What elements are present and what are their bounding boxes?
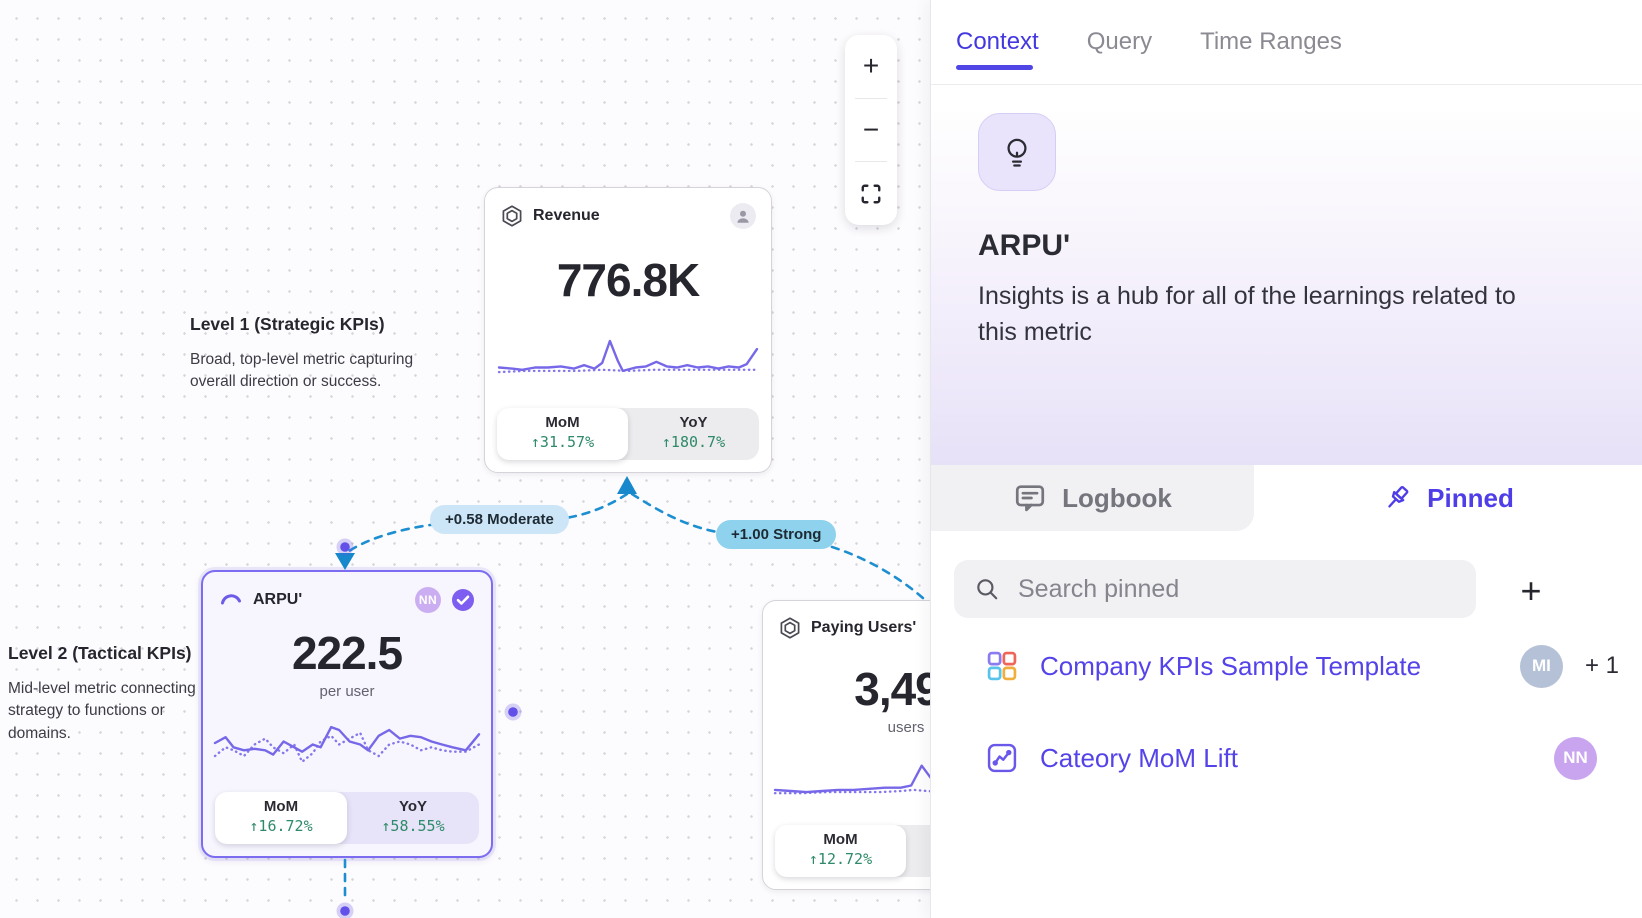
avatar-nn: NN xyxy=(1554,736,1597,780)
card-header: Paying Users' xyxy=(763,601,1049,640)
level-2-description: Mid-level metric connecting strategy to … xyxy=(8,680,196,742)
tab-time-ranges[interactable]: Time Ranges xyxy=(1200,0,1342,84)
divider xyxy=(855,161,887,163)
sparkline-chart xyxy=(213,725,481,764)
hexagon-icon xyxy=(778,616,802,640)
yoy-label: YoY xyxy=(398,798,428,815)
tab-query-label: Query xyxy=(1086,28,1153,55)
mom-value: ↑16.72% xyxy=(249,817,313,835)
metric-description: Insights is a hub for all of the learnin… xyxy=(978,282,1516,346)
card-header: Revenue xyxy=(485,188,771,229)
pin-icon xyxy=(1382,483,1412,513)
hexagon-icon xyxy=(500,204,524,228)
mom-label: MoM xyxy=(263,798,299,815)
search-icon xyxy=(974,576,1000,602)
pinned-search-row: + xyxy=(931,531,1642,631)
panel-tabs: Context Query Time Ranges xyxy=(931,0,1642,85)
chart-icon xyxy=(986,742,1018,774)
edge-handle-ring-bottom xyxy=(336,902,354,918)
logbook-pinned-tabs: Logbook Pinned xyxy=(931,465,1642,531)
level-1-title: Level 1 (Strategic KPIs) xyxy=(190,314,385,334)
yoy-value: ↑180.7% xyxy=(661,433,726,451)
yoy-value: ↑58.55% xyxy=(381,817,445,835)
fit-view-button[interactable] xyxy=(845,162,897,225)
grid-icon xyxy=(986,650,1018,682)
mom-value: ↑12.72% xyxy=(808,850,873,868)
tab-logbook[interactable]: Logbook xyxy=(931,465,1254,531)
card-header: ARPU' NN xyxy=(203,572,491,613)
context-panel: Context Query Time Ranges ARP xyxy=(930,0,1642,918)
metric-value: 3,49 xyxy=(854,663,941,715)
arrowhead-into-arpu xyxy=(335,553,355,570)
yoy-toggle[interactable]: YoY ↑58.55% xyxy=(347,792,479,844)
zoom-out-button[interactable]: − xyxy=(845,99,897,162)
metric-unit: users xyxy=(887,719,925,736)
search-pinned-input[interactable] xyxy=(1018,574,1456,604)
search-pinned-box[interactable] xyxy=(954,560,1476,618)
tab-context-label: Context xyxy=(956,28,1039,55)
comment-icon xyxy=(1013,481,1047,515)
edge-handle-ring xyxy=(336,538,354,556)
yoy-toggle[interactable]: YoY ↑180.7% xyxy=(628,408,759,460)
yoy-label: YoY xyxy=(679,414,708,431)
comparison-toggle: MoM ↑31.57% YoY ↑180.7% xyxy=(497,408,759,460)
zoom-toolbar: + − xyxy=(845,35,897,225)
tab-query[interactable]: Query xyxy=(1087,0,1152,84)
pinned-item-label: Cateory MoM Lift xyxy=(1040,742,1238,773)
mom-toggle[interactable]: MoM ↑16.72% xyxy=(215,792,347,844)
sparkline-chart xyxy=(497,339,759,374)
edge-handle-dot[interactable] xyxy=(340,542,350,552)
avatar-nn: NN xyxy=(415,587,441,613)
connection-handle-ring xyxy=(504,703,522,721)
pinned-item-label: Company KPIs Sample Template xyxy=(1040,650,1422,681)
tab-pinned[interactable]: Pinned xyxy=(1254,465,1642,531)
mom-label: MoM xyxy=(545,414,580,431)
pinned-list: Company KPIs Sample Template MI + 1 Cate… xyxy=(931,631,1642,783)
tab-pinned-label: Pinned xyxy=(1427,482,1514,513)
add-pinned-button[interactable]: + xyxy=(1509,569,1553,613)
zoom-out-icon: − xyxy=(862,114,880,145)
correlation-label-moderate[interactable]: +0.58 Moderate xyxy=(430,505,569,534)
level-2-annotation: Level 2 (Tactical KPIs) Mid-level metric… xyxy=(8,643,213,745)
metric-name-heading: ARPU' xyxy=(978,229,1071,262)
metric-context-hero: ARPU' Insights is a hub for all of the l… xyxy=(931,113,1642,465)
tab-time-ranges-label: Time Ranges xyxy=(1200,28,1342,55)
mom-toggle[interactable]: MoM ↑12.72% xyxy=(775,825,906,877)
person-icon xyxy=(730,203,756,229)
mom-label: MoM xyxy=(823,831,858,848)
mom-toggle[interactable]: MoM ↑31.57% xyxy=(497,408,628,460)
metric-value: 776.8K xyxy=(556,254,700,306)
pinned-item-cateory-mom-lift[interactable]: Cateory MoM Lift NN xyxy=(986,733,1619,783)
lightbulb-icon xyxy=(978,113,1056,191)
connection-handle-dot[interactable] xyxy=(508,707,518,717)
mom-value: ↑31.57% xyxy=(530,433,595,451)
metric-card-revenue[interactable]: Revenue 776.8K MoM ↑31.57% YoY ↑180.7% xyxy=(484,187,772,473)
correlation-label-strong[interactable]: +1.00 Strong xyxy=(716,520,837,549)
comparison-toggle: MoM ↑16.72% YoY ↑58.55% xyxy=(215,792,479,844)
tab-context[interactable]: Context xyxy=(956,0,1039,84)
card-title: Revenue xyxy=(533,207,600,224)
level-1-annotation: Level 1 (Strategic KPIs) Broad, top-leve… xyxy=(190,314,430,394)
pinned-item-extra-count: + 1 xyxy=(1584,652,1619,679)
divider xyxy=(855,97,887,99)
arrowhead-into-revenue xyxy=(617,476,637,494)
fit-view-icon xyxy=(860,183,882,205)
active-tab-underline xyxy=(956,65,1033,70)
edge-handle-dot-bottom[interactable] xyxy=(340,906,350,916)
zoom-in-button[interactable]: + xyxy=(845,35,897,98)
tab-logbook-label: Logbook xyxy=(1062,482,1172,513)
level-2-title: Level 2 (Tactical KPIs) xyxy=(8,643,192,663)
arc-icon xyxy=(218,587,244,613)
zoom-in-icon: + xyxy=(862,50,880,82)
metric-card-arpu[interactable]: ARPU' NN 222.5 per user MoM ↑16.72% xyxy=(201,570,493,858)
metric-unit: per user xyxy=(319,683,375,700)
level-1-description: Broad, top-level metric capturing overal… xyxy=(190,351,414,391)
verified-badge-icon xyxy=(450,587,476,613)
pinned-item-company-kpis[interactable]: Company KPIs Sample Template MI + 1 xyxy=(986,641,1619,691)
avatar-mi: MI xyxy=(1519,644,1563,688)
metric-value: 222.5 xyxy=(291,627,403,679)
card-title: ARPU' xyxy=(253,591,303,608)
card-title: Paying Users' xyxy=(811,619,917,636)
